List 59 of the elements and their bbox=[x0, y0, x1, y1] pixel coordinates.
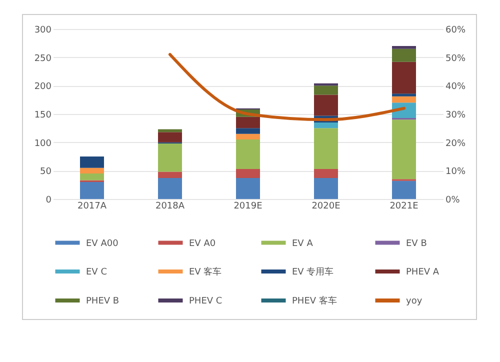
y2-tick-label: 60% bbox=[446, 26, 466, 36]
bar bbox=[236, 116, 260, 128]
bar bbox=[392, 96, 416, 103]
bar bbox=[80, 156, 104, 168]
bar bbox=[158, 172, 182, 178]
y-tick-label: 250 bbox=[34, 54, 52, 64]
y2-tick-label: 20% bbox=[446, 138, 466, 149]
legend-label: EV C bbox=[86, 268, 107, 278]
x-tick-label: 2017A bbox=[77, 202, 108, 212]
y-tick-label: 50 bbox=[40, 167, 52, 178]
bar bbox=[80, 174, 104, 180]
bar bbox=[314, 128, 338, 169]
bar bbox=[314, 168, 338, 178]
bar bbox=[392, 94, 416, 96]
legend-label: EV A0 bbox=[189, 238, 216, 249]
legend-label: EV B bbox=[406, 238, 427, 249]
bar bbox=[158, 132, 182, 142]
x-tick-label: 2019E bbox=[234, 202, 263, 212]
legend-label: EV 客车 bbox=[189, 266, 222, 278]
y2-tick-label: 50% bbox=[446, 54, 466, 64]
bar bbox=[314, 94, 338, 116]
y-tick-label: 300 bbox=[34, 26, 52, 36]
bar bbox=[80, 168, 104, 174]
bar bbox=[314, 122, 338, 128]
bar bbox=[158, 143, 182, 172]
bar bbox=[236, 178, 260, 199]
y-tick-label: 200 bbox=[34, 82, 52, 92]
legend-label: EV A bbox=[292, 238, 314, 249]
bar bbox=[392, 120, 416, 180]
x-tick-label: 2021E bbox=[390, 202, 419, 212]
bar bbox=[236, 134, 260, 140]
legend-label: PHEV B bbox=[86, 296, 120, 306]
bar bbox=[314, 86, 338, 95]
legend-label: EV A00 bbox=[86, 238, 119, 249]
legend-label: PHEV A bbox=[406, 268, 440, 278]
bar bbox=[236, 128, 260, 134]
y2-tick-label: 10% bbox=[446, 167, 466, 178]
legend-label: yoy bbox=[406, 296, 423, 306]
bar bbox=[392, 180, 416, 199]
bar bbox=[80, 182, 104, 199]
bar bbox=[392, 62, 416, 94]
y2-tick-label: 40% bbox=[446, 82, 466, 92]
y2-tick-label: 0% bbox=[446, 196, 460, 206]
bar bbox=[314, 178, 338, 199]
bar bbox=[392, 46, 416, 49]
legend-label: EV 专用车 bbox=[292, 266, 334, 278]
y-tick-label: 100 bbox=[34, 138, 52, 149]
bar bbox=[236, 168, 260, 178]
legend-label: PHEV 客车 bbox=[292, 296, 337, 306]
y-tick-label: 150 bbox=[34, 110, 52, 120]
line-series bbox=[168, 53, 406, 122]
y-tick-label: 0 bbox=[46, 196, 52, 206]
y2-tick-label: 30% bbox=[446, 110, 466, 120]
bar bbox=[158, 178, 182, 199]
x-tick-label: 2020E bbox=[312, 202, 341, 212]
legend-label: PHEV C bbox=[189, 296, 222, 306]
bar bbox=[236, 140, 260, 169]
bar bbox=[392, 48, 416, 62]
x-tick-label: 2018A bbox=[155, 202, 186, 212]
